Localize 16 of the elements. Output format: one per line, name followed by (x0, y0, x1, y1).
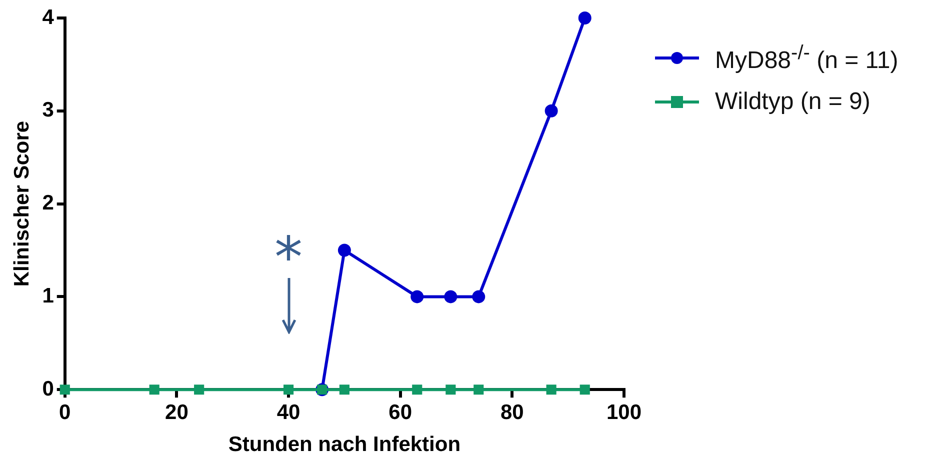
y-tick-label: 2 (42, 192, 54, 215)
x-tick-label: 100 (606, 400, 642, 424)
legend-label: MyD88$^{-/-}$ (n = 11) (715, 42, 898, 74)
y-tick-label: 0 (42, 377, 54, 400)
y-tick-label: 4 (42, 6, 54, 29)
x-tick-label: 0 (59, 400, 71, 424)
x-axis-title: Stunden nach Infektion (228, 433, 461, 456)
legend-label: Wildtyp (n = 9) (715, 88, 870, 116)
annotation: * (274, 226, 303, 291)
y-tick-label: 3 (42, 98, 54, 122)
x-tick-label: 20 (165, 400, 188, 424)
y-tick-label: 1 (42, 284, 54, 308)
y-axis-title: Klinischer Score (10, 120, 34, 287)
x-tick-label: 80 (500, 400, 524, 424)
x-tick-label: 40 (276, 400, 300, 424)
x-tick-label: 60 (388, 400, 412, 424)
